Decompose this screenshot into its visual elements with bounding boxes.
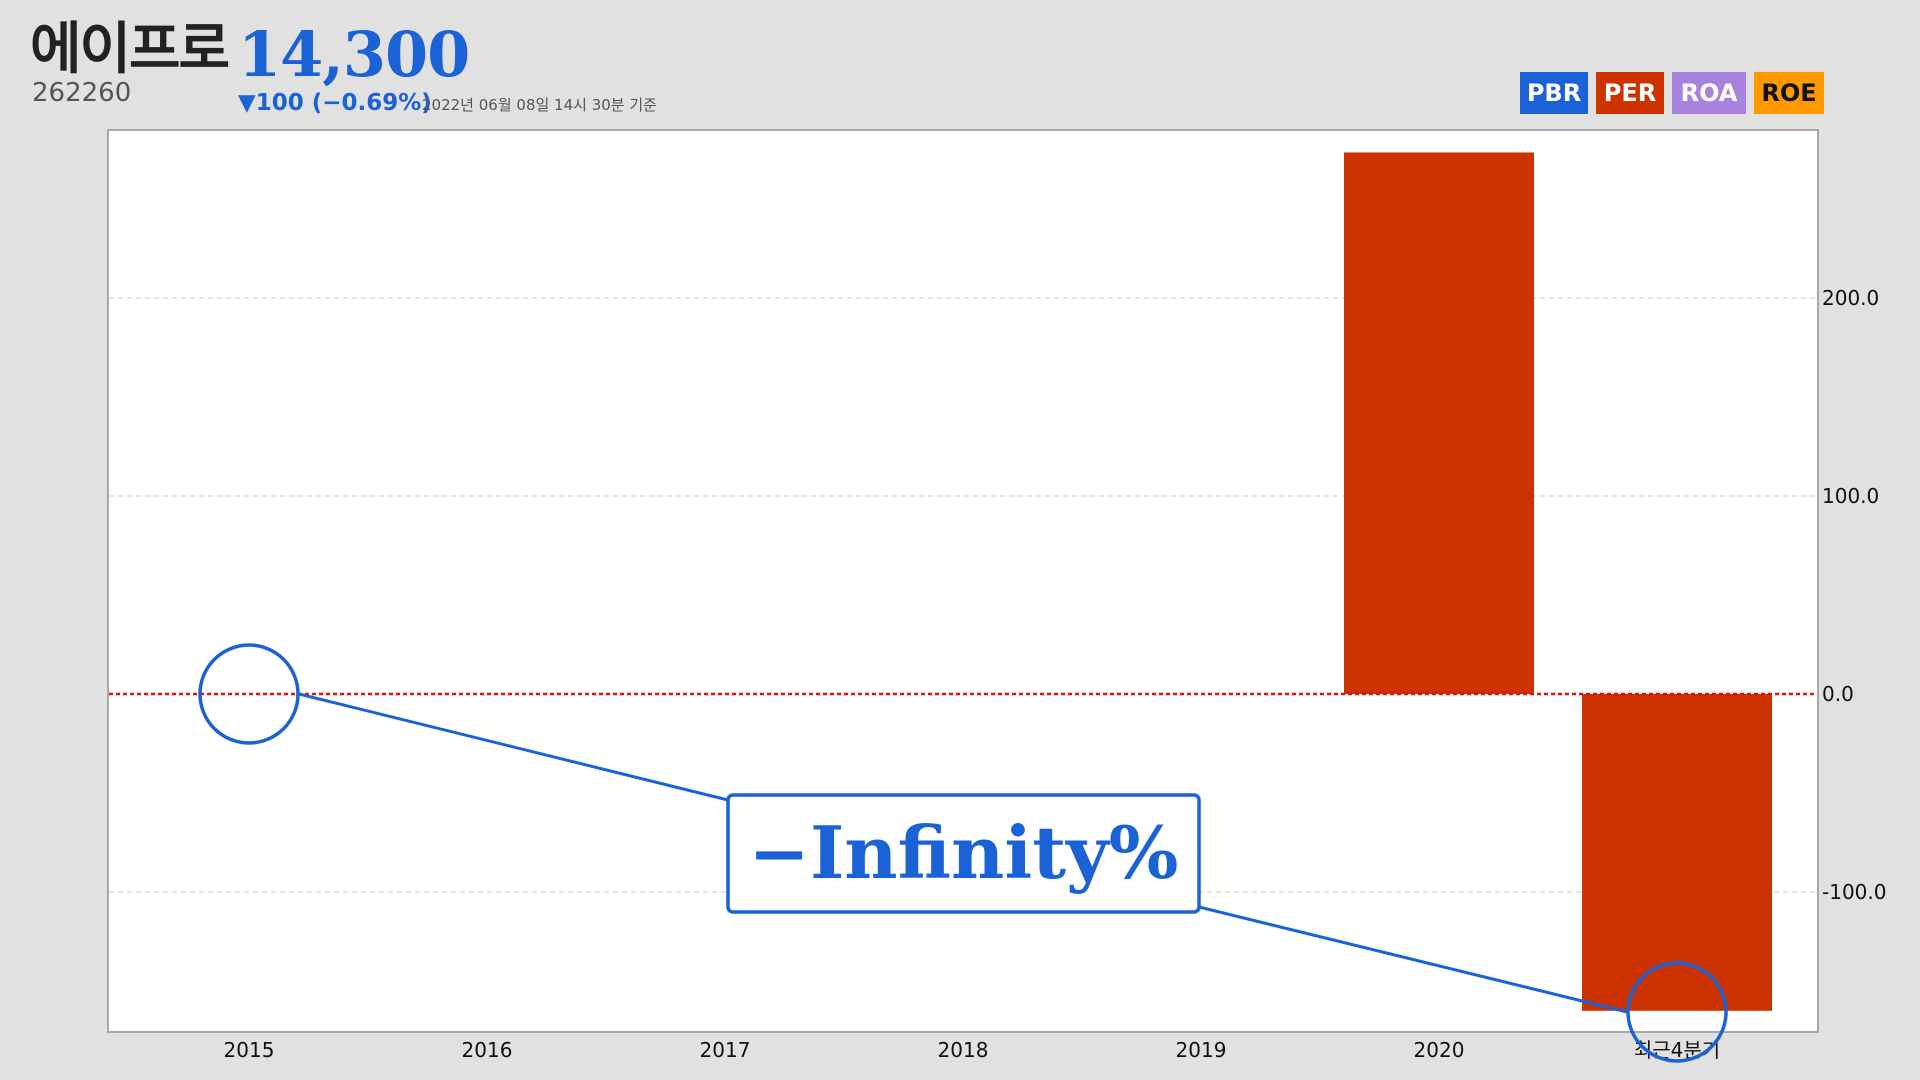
x-tick-label: 2015 xyxy=(224,1038,275,1062)
y-tick-label: -100.0 xyxy=(1822,880,1886,904)
bar-6 xyxy=(1344,152,1534,695)
as-of-timestamp: 2022년 06월 08일 14시 30분 기준 xyxy=(422,96,657,114)
bar-7 xyxy=(1582,694,1772,1011)
price-change: ▼100 (−0.69%) xyxy=(238,90,432,116)
y-tick-label: 200.0 xyxy=(1822,286,1879,310)
annotation-box xyxy=(726,793,1201,914)
annotation-circle xyxy=(1626,961,1728,1063)
annotation-circle xyxy=(198,643,300,745)
annotation-label: −Infinity% xyxy=(749,810,1179,895)
x-tick-label: 2019 xyxy=(1176,1038,1227,1062)
y-tick-label: 100.0 xyxy=(1822,484,1879,508)
x-tick-label: 2016 xyxy=(462,1038,513,1062)
ticker-code: 262260 xyxy=(32,78,132,108)
y-tick-label: 0.0 xyxy=(1822,682,1854,706)
tab-pbr[interactable]: PBR xyxy=(1520,72,1588,114)
x-tick-label: 2018 xyxy=(938,1038,989,1062)
tab-roa[interactable]: ROA xyxy=(1672,72,1746,114)
annotation-connector xyxy=(1198,905,1628,1014)
stock-price: 14,300 xyxy=(238,18,470,91)
x-tick-label: 2020 xyxy=(1414,1038,1465,1062)
tab-per[interactable]: PER xyxy=(1596,72,1664,114)
tab-roe[interactable]: ROE xyxy=(1754,72,1824,114)
annotation-connector xyxy=(298,692,729,802)
company-name: 에이프로 xyxy=(30,17,230,82)
x-tick-label: 2017 xyxy=(700,1038,751,1062)
metric-tabs: PBR PER ROA ROE xyxy=(1520,72,1824,114)
